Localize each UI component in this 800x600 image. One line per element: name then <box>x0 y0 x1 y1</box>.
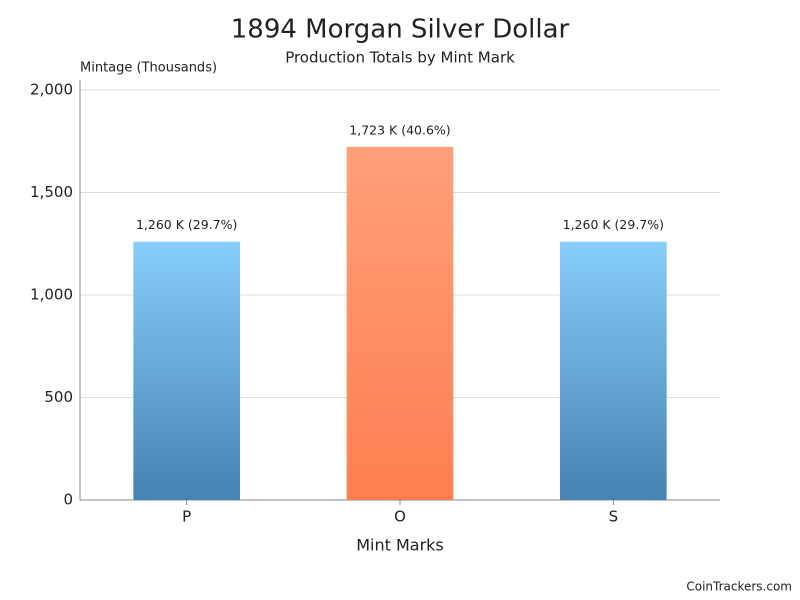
y-axis-label: Mintage (Thousands) <box>80 61 217 76</box>
chart-title: 1894 Morgan Silver Dollar <box>231 15 570 45</box>
data-label: 1,723 K (40.6%) <box>349 122 450 137</box>
chart-subtitle: Production Totals by Mint Mark <box>285 49 515 67</box>
y-tick-label: 1,000 <box>30 286 73 304</box>
y-tick-label: 0 <box>63 491 73 509</box>
y-tick-label: 1,500 <box>30 183 73 201</box>
x-axis-label: Mint Marks <box>356 536 444 555</box>
bar <box>133 241 240 500</box>
y-tick-label: 2,000 <box>30 81 73 99</box>
x-tick-label: O <box>394 508 406 526</box>
x-tick-label: S <box>609 508 619 526</box>
bar <box>346 146 454 500</box>
data-label: 1,260 K (29.7%) <box>136 217 237 232</box>
bar <box>560 241 667 500</box>
data-label: 1,260 K (29.7%) <box>563 217 664 232</box>
footer: CoinTrackers.com <box>686 580 792 594</box>
x-tick-label: P <box>182 508 191 526</box>
y-tick-label: 500 <box>44 388 73 406</box>
